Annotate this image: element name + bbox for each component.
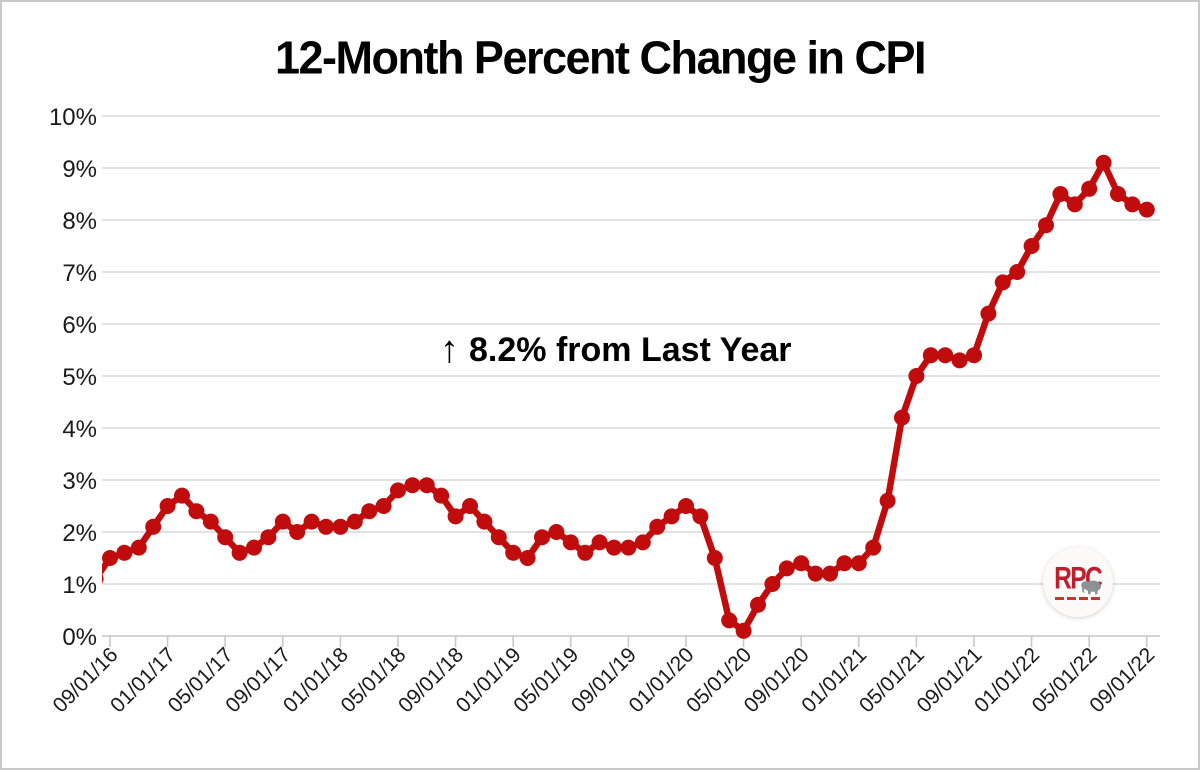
- elephant-icon: [1081, 580, 1101, 595]
- rpc-logo: RPC: [1043, 547, 1113, 617]
- data-point: [217, 529, 234, 546]
- data-point: [246, 539, 262, 556]
- data-point: [879, 492, 896, 509]
- data-point: [764, 576, 781, 592]
- data-point: [1009, 264, 1026, 280]
- data-point: [1095, 154, 1112, 171]
- data-point: [260, 529, 277, 546]
- annotation-text: 8.2% from Last Year: [469, 331, 792, 369]
- data-point: [577, 544, 594, 561]
- y-axis-label: 2%: [62, 520, 97, 547]
- data-point: [390, 482, 406, 499]
- data-point: [318, 518, 334, 535]
- y-axis-label: 6%: [62, 312, 97, 339]
- data-point: [778, 560, 795, 577]
- data-point: [922, 347, 939, 364]
- data-point: [1023, 238, 1040, 254]
- data-point: [620, 539, 637, 556]
- logo-tagline: [1055, 597, 1101, 600]
- data-point: [1124, 196, 1141, 213]
- data-point: [231, 544, 248, 561]
- data-point: [145, 518, 162, 535]
- data-point: [519, 550, 536, 566]
- data-point: [433, 487, 450, 504]
- data-point: [1081, 180, 1098, 197]
- data-point: [649, 518, 666, 535]
- y-axis-label: 7%: [62, 260, 97, 287]
- data-point: [534, 529, 550, 546]
- data-point: [332, 518, 349, 535]
- y-axis-label: 4%: [62, 416, 97, 443]
- data-point: [462, 498, 478, 514]
- data-point: [850, 555, 867, 572]
- data-point: [807, 565, 824, 582]
- data-point: [116, 544, 133, 561]
- y-axis-label: 8%: [62, 208, 97, 235]
- data-point: [188, 503, 205, 520]
- data-points: [102, 154, 1155, 639]
- data-point: [562, 534, 579, 551]
- up-arrow-icon: ↑: [440, 329, 459, 371]
- data-point: [289, 524, 306, 540]
- data-point: [591, 534, 608, 551]
- data-point: [1038, 217, 1054, 234]
- data-point: [159, 498, 176, 514]
- data-point: [274, 513, 291, 530]
- data-point: [980, 305, 997, 322]
- y-axis-label: 0%: [62, 624, 97, 651]
- data-point: [404, 477, 421, 494]
- data-point: [735, 622, 752, 639]
- data-point: [836, 555, 853, 572]
- y-axis-label: 10%: [49, 104, 97, 131]
- data-line: [102, 159, 1151, 635]
- data-point: [447, 508, 464, 525]
- data-point: [663, 508, 680, 525]
- data-point: [994, 274, 1011, 291]
- data-point: [678, 498, 694, 514]
- data-point: [102, 550, 118, 566]
- data-point: [361, 503, 378, 520]
- annotation-change-from-last-year: ↑ 8.2% from Last Year: [440, 328, 792, 371]
- data-point: [966, 347, 982, 364]
- data-point: [937, 347, 954, 364]
- y-axis-label: 1%: [62, 572, 97, 599]
- data-point: [706, 550, 723, 566]
- data-point: [418, 477, 435, 494]
- data-point: [102, 574, 104, 584]
- data-point: [490, 529, 507, 546]
- data-point: [174, 487, 190, 504]
- data-point: [951, 352, 968, 369]
- data-point: [692, 508, 709, 525]
- data-point: [822, 565, 838, 582]
- data-point: [606, 539, 622, 556]
- data-point: [346, 513, 363, 530]
- y-axis-label: 5%: [62, 364, 97, 391]
- data-point: [750, 596, 766, 613]
- data-point: [908, 368, 925, 384]
- data-point: [476, 513, 493, 530]
- data-point: [1066, 196, 1083, 213]
- data-point: [1138, 201, 1155, 218]
- data-point: [548, 524, 565, 540]
- data-point: [1110, 186, 1126, 202]
- data-point: [721, 612, 738, 629]
- data-point: [1052, 186, 1069, 202]
- y-axis-label: 3%: [62, 468, 97, 495]
- data-point: [793, 555, 810, 572]
- data-point: [375, 498, 392, 514]
- data-point: [894, 409, 910, 426]
- data-point: [865, 539, 882, 556]
- y-axis-label: 9%: [62, 156, 97, 183]
- chart-title: 12-Month Percent Change in CPI: [274, 30, 927, 85]
- data-point: [505, 544, 522, 561]
- data-point: [130, 539, 147, 556]
- data-point: [202, 513, 219, 530]
- data-point: [634, 534, 651, 551]
- data-point: [303, 513, 320, 530]
